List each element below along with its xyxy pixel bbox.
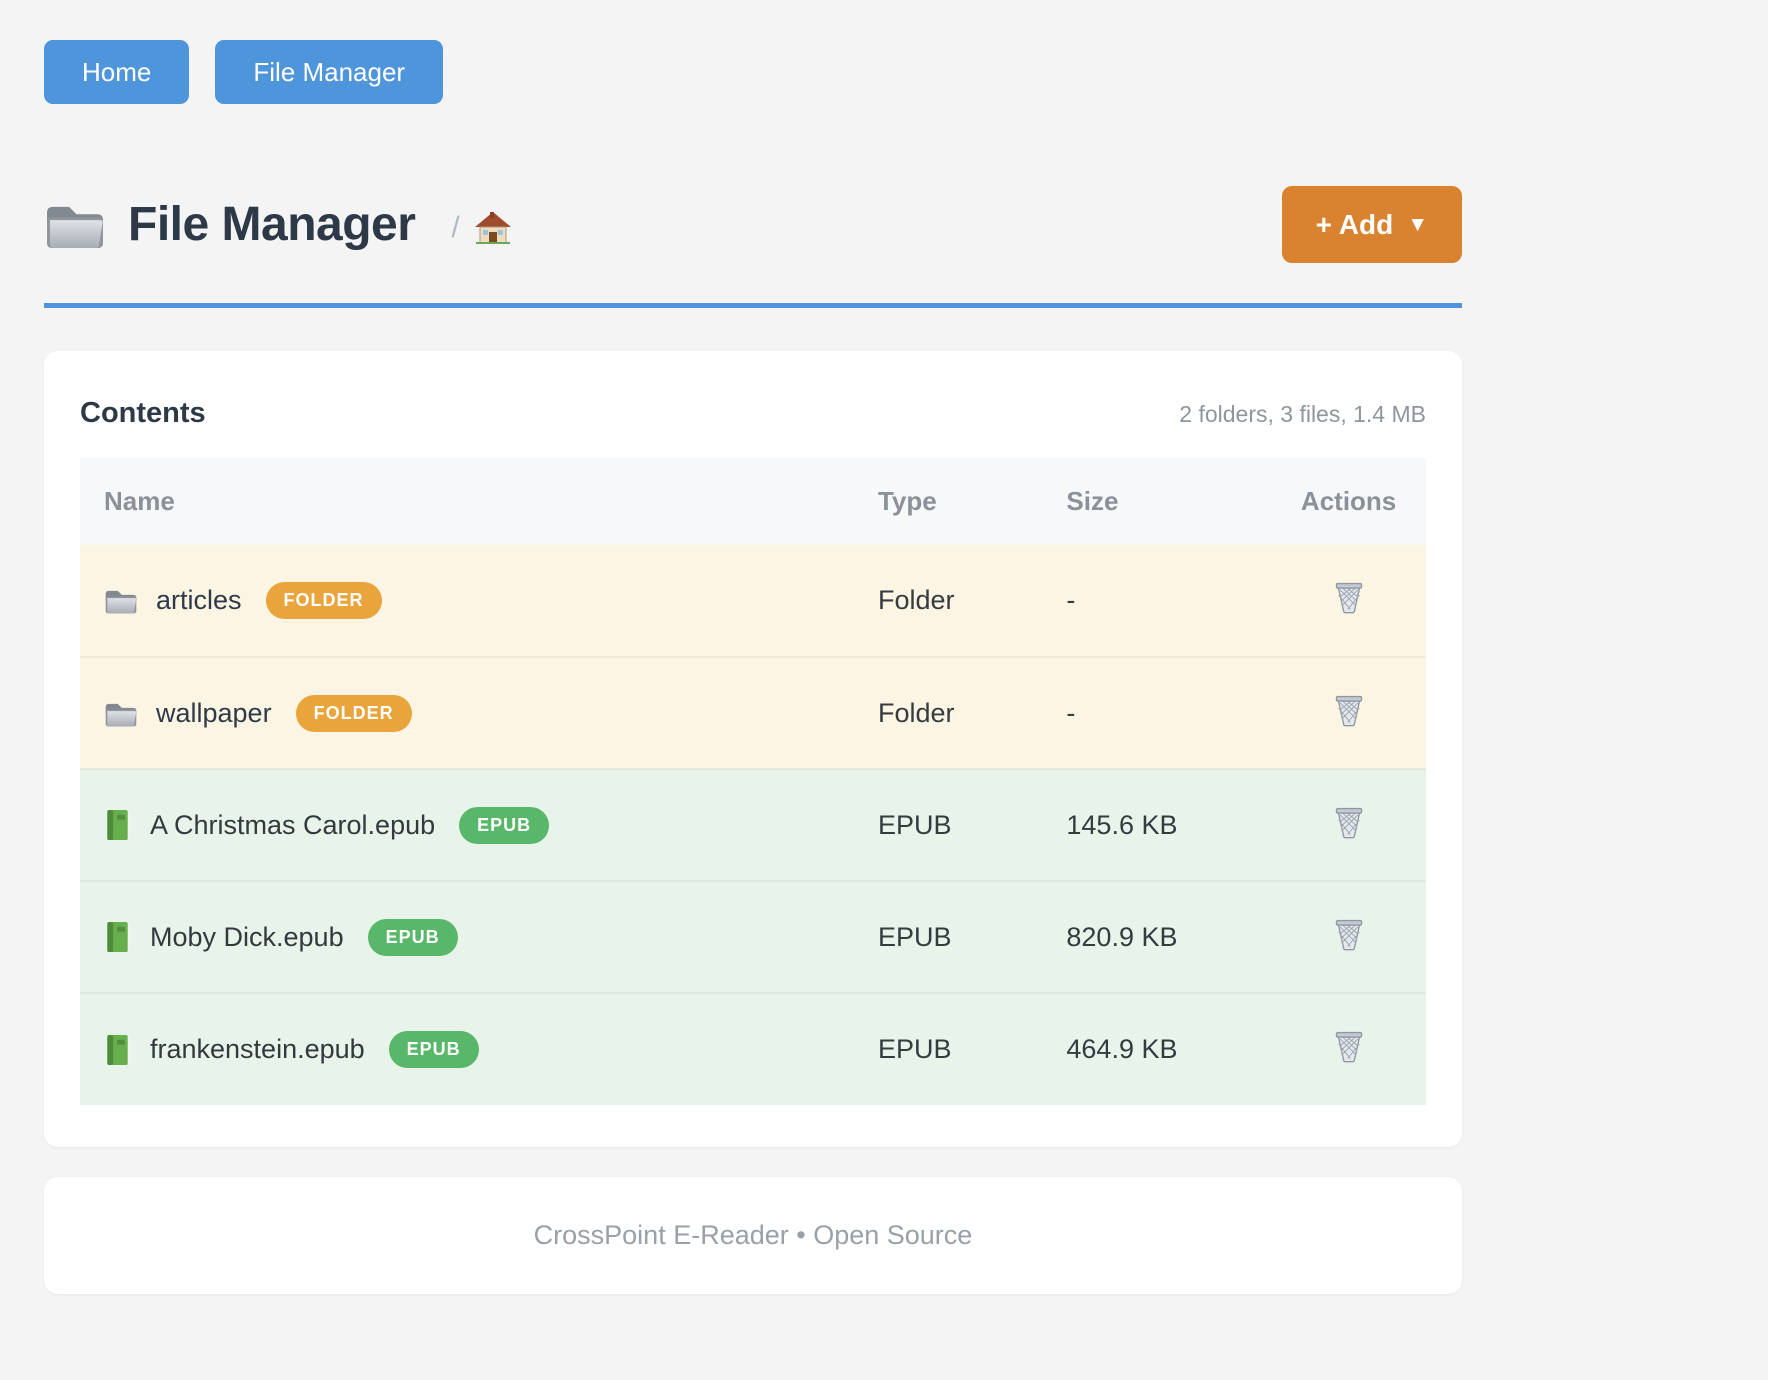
trash-icon <box>1332 803 1366 841</box>
column-header-type: Type <box>853 458 1043 545</box>
delete-button[interactable] <box>1332 915 1366 956</box>
trash-icon <box>1332 691 1366 729</box>
file-name[interactable]: frankenstein.epub <box>150 1034 365 1064</box>
column-header-size: Size <box>1042 458 1272 545</box>
file-name[interactable]: A Christmas Carol.epub <box>150 809 436 840</box>
column-header-name: Name <box>80 458 854 545</box>
file-size: 464.9 KB <box>1066 1034 1178 1064</box>
breadcrumb-separator: / <box>451 210 460 244</box>
footer-text: CrossPoint E-Reader • Open Source <box>533 1220 973 1250</box>
book-icon <box>104 809 132 841</box>
trash-icon <box>1332 578 1366 616</box>
file-type: Folder <box>877 585 955 615</box>
contents-card: Contents 2 folders, 3 files, 1.4 MB Name… <box>44 351 1462 1147</box>
delete-button[interactable] <box>1332 691 1366 732</box>
file-size: 145.6 KB <box>1066 809 1178 840</box>
file-size: - <box>1066 697 1076 728</box>
folder-icon <box>104 699 138 728</box>
top-nav: Home File Manager <box>44 40 1462 104</box>
type-badge: EPUB <box>367 918 458 956</box>
accent-divider <box>44 303 1462 308</box>
table-header-row: Name Type Size Actions <box>80 458 1426 545</box>
page-header: File Manager / + Add ▼ <box>44 186 1462 263</box>
contents-heading: Contents <box>80 397 206 429</box>
trash-icon <box>1332 915 1366 953</box>
file-name[interactable]: Moby Dick.epub <box>150 921 344 952</box>
nav-file-manager-button[interactable]: File Manager <box>215 40 444 104</box>
column-header-actions: Actions <box>1271 458 1426 545</box>
page: Home File Manager File Manager / + Add ▼… <box>44 0 1462 1294</box>
contents-summary: 2 folders, 3 files, 1.4 MB <box>1179 401 1426 427</box>
file-table: Name Type Size Actions articles FOLDER F… <box>80 458 1426 1105</box>
table-row[interactable]: frankenstein.epub EPUB EPUB 464.9 KB <box>80 993 1426 1105</box>
add-button[interactable]: + Add ▼ <box>1281 186 1462 263</box>
contents-card-header: Contents 2 folders, 3 files, 1.4 MB <box>80 397 1426 430</box>
type-badge: FOLDER <box>295 694 412 732</box>
file-size: - <box>1066 585 1076 615</box>
table-row[interactable]: wallpaper FOLDER Folder - <box>80 657 1426 769</box>
file-name[interactable]: articles <box>156 585 242 615</box>
file-name[interactable]: wallpaper <box>156 697 272 728</box>
title-group: File Manager / <box>44 197 512 252</box>
type-badge: EPUB <box>388 1031 479 1068</box>
home-icon[interactable] <box>474 204 512 246</box>
file-type: EPUB <box>877 809 952 840</box>
trash-icon <box>1332 1027 1366 1065</box>
table-row[interactable]: Moby Dick.epub EPUB EPUB 820.9 KB <box>80 881 1426 993</box>
nav-home-button[interactable]: Home <box>44 40 190 104</box>
type-badge: EPUB <box>459 806 550 844</box>
chevron-down-icon: ▼ <box>1407 212 1428 236</box>
file-size: 820.9 KB <box>1066 921 1178 952</box>
delete-button[interactable] <box>1332 803 1366 844</box>
folder-icon <box>44 198 106 251</box>
book-icon <box>104 921 132 953</box>
delete-button[interactable] <box>1332 1027 1366 1068</box>
delete-button[interactable] <box>1332 578 1366 619</box>
footer: CrossPoint E-Reader • Open Source <box>44 1177 1462 1294</box>
book-icon <box>104 1034 132 1066</box>
table-row[interactable]: articles FOLDER Folder - <box>80 545 1426 657</box>
file-type: EPUB <box>877 1034 952 1064</box>
file-type: Folder <box>877 697 955 728</box>
type-badge: FOLDER <box>265 582 382 619</box>
table-row[interactable]: A Christmas Carol.epub EPUB EPUB 145.6 K… <box>80 769 1426 881</box>
add-button-label: + Add <box>1315 208 1394 240</box>
file-type: EPUB <box>877 921 952 952</box>
folder-icon <box>104 586 138 615</box>
page-title: File Manager <box>128 198 416 251</box>
